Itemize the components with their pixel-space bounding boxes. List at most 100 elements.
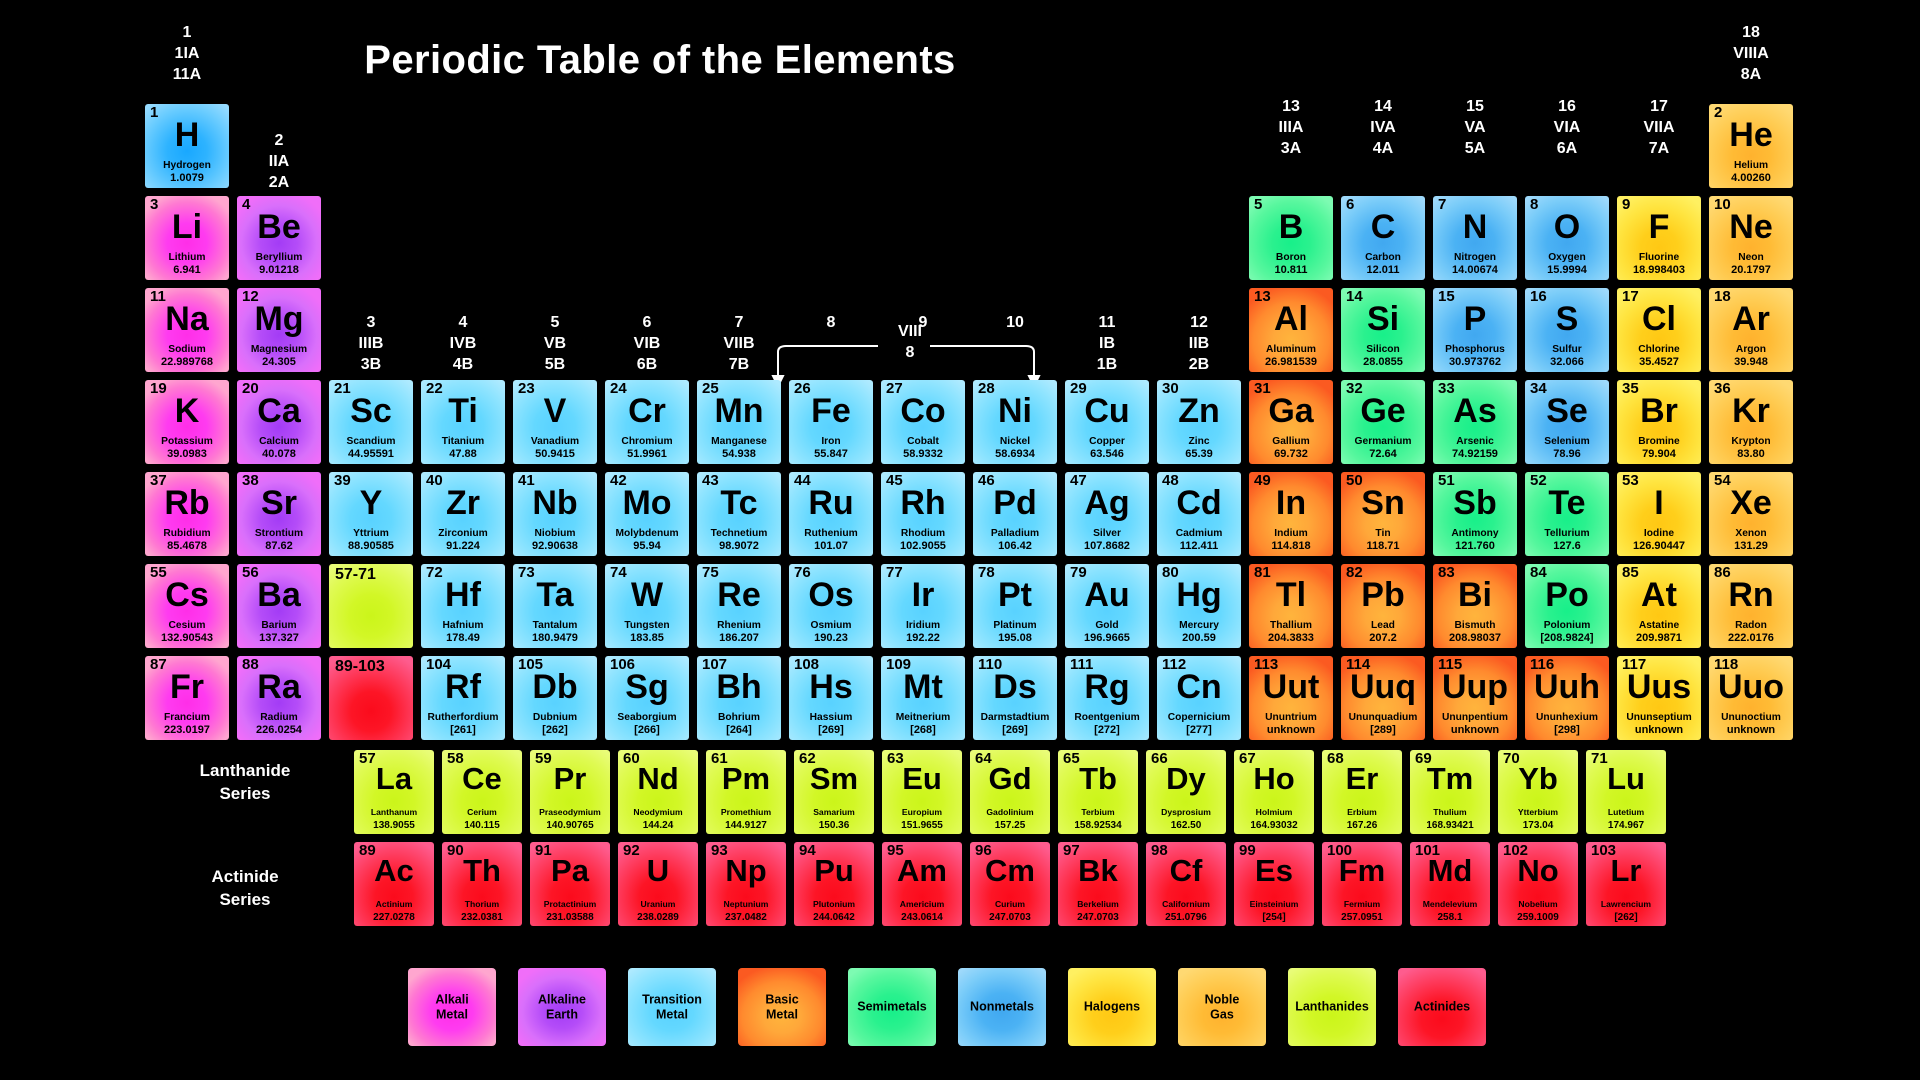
element-cell-cs[interactable]: 55 Cs Cesium 132.90543	[145, 564, 229, 648]
element-cell-os[interactable]: 76 Os Osmium 190.23	[789, 564, 873, 648]
element-cell-pt[interactable]: 78 Pt Platinum 195.08	[973, 564, 1057, 648]
actinide-cell-no[interactable]: 102 No Nobelium 259.1009	[1498, 842, 1578, 926]
element-cell-c[interactable]: 6 C Carbon 12.011	[1341, 196, 1425, 280]
lanthanide-cell-la[interactable]: 57 La Lanthanum 138.9055	[354, 750, 434, 834]
element-cell-bh[interactable]: 107 Bh Bohrium [264]	[697, 656, 781, 740]
legend-item-nonmetal[interactable]: Nonmetals	[958, 968, 1046, 1046]
element-cell-mn[interactable]: 25 Mn Manganese 54.938	[697, 380, 781, 464]
lanthanide-cell-tb[interactable]: 65 Tb Terbium 158.92534	[1058, 750, 1138, 834]
lanthanide-cell-er[interactable]: 68 Er Erbium 167.26	[1322, 750, 1402, 834]
lanthanide-cell-nd[interactable]: 60 Nd Neodymium 144.24	[618, 750, 698, 834]
actinide-cell-cf[interactable]: 98 Cf Californium 251.0796	[1146, 842, 1226, 926]
lanthanide-cell-lu[interactable]: 71 Lu Lutetium 174.967	[1586, 750, 1666, 834]
legend-item-halogen[interactable]: Halogens	[1068, 968, 1156, 1046]
actinide-cell-np[interactable]: 93 Np Neptunium 237.0482	[706, 842, 786, 926]
element-cell-o[interactable]: 8 O Oxygen 15.9994	[1525, 196, 1609, 280]
legend-item-basic[interactable]: Basic Metal	[738, 968, 826, 1046]
actinide-cell-pu[interactable]: 94 Pu Plutonium 244.0642	[794, 842, 874, 926]
element-cell-w[interactable]: 74 W Tungsten 183.85	[605, 564, 689, 648]
element-cell-pb[interactable]: 82 Pb Lead 207.2	[1341, 564, 1425, 648]
element-cell-cl[interactable]: 17 Cl Chlorine 35.4527	[1617, 288, 1701, 372]
element-cell-rg[interactable]: 111 Rg Roentgenium [272]	[1065, 656, 1149, 740]
element-cell-uut[interactable]: 113 Uut Ununtrium unknown	[1249, 656, 1333, 740]
actinide-cell-pa[interactable]: 91 Pa Protactinium 231.03588	[530, 842, 610, 926]
element-cell-cr[interactable]: 24 Cr Chromium 51.9961	[605, 380, 689, 464]
element-cell-si[interactable]: 14 Si Silicon 28.0855	[1341, 288, 1425, 372]
actinide-cell-fm[interactable]: 100 Fm Fermium 257.0951	[1322, 842, 1402, 926]
element-cell-n[interactable]: 7 N Nitrogen 14.00674	[1433, 196, 1517, 280]
element-cell-sg[interactable]: 106 Sg Seaborgium [266]	[605, 656, 689, 740]
lanthanide-cell-pr[interactable]: 59 Pr Praseodymium 140.90765	[530, 750, 610, 834]
element-cell-au[interactable]: 79 Au Gold 196.9665	[1065, 564, 1149, 648]
element-cell-k[interactable]: 19 K Potassium 39.0983	[145, 380, 229, 464]
element-cell-db[interactable]: 105 Db Dubnium [262]	[513, 656, 597, 740]
element-cell-ne[interactable]: 10 Ne Neon 20.1797	[1709, 196, 1793, 280]
element-cell-te[interactable]: 52 Te Tellurium 127.6	[1525, 472, 1609, 556]
element-cell-ar[interactable]: 18 Ar Argon 39.948	[1709, 288, 1793, 372]
element-cell-mg[interactable]: 12 Mg Magnesium 24.305	[237, 288, 321, 372]
element-cell-se[interactable]: 34 Se Selenium 78.96	[1525, 380, 1609, 464]
element-cell-rn[interactable]: 86 Rn Radon 222.0176	[1709, 564, 1793, 648]
lanthanide-cell-ho[interactable]: 67 Ho Holmium 164.93032	[1234, 750, 1314, 834]
element-cell-uuq[interactable]: 114 Uuq Ununquadium [289]	[1341, 656, 1425, 740]
element-cell-tc[interactable]: 43 Tc Technetium 98.9072	[697, 472, 781, 556]
actinide-cell-am[interactable]: 95 Am Americium 243.0614	[882, 842, 962, 926]
element-cell-re[interactable]: 75 Re Rhenium 186.207	[697, 564, 781, 648]
element-cell-zr[interactable]: 40 Zr Zirconium 91.224	[421, 472, 505, 556]
element-cell-rf[interactable]: 104 Rf Rutherfordium [261]	[421, 656, 505, 740]
actinide-cell-cm[interactable]: 96 Cm Curium 247.0703	[970, 842, 1050, 926]
element-cell-nb[interactable]: 41 Nb Niobium 92.90638	[513, 472, 597, 556]
element-cell-in[interactable]: 49 In Indium 114.818	[1249, 472, 1333, 556]
element-cell-cn[interactable]: 112 Cn Copernicium [277]	[1157, 656, 1241, 740]
lanthanide-cell-dy[interactable]: 66 Dy Dysprosium 162.50	[1146, 750, 1226, 834]
element-cell-ra[interactable]: 88 Ra Radium 226.0254	[237, 656, 321, 740]
element-cell-p[interactable]: 15 P Phosphorus 30.973762	[1433, 288, 1517, 372]
element-cell-mt[interactable]: 109 Mt Meitnerium [268]	[881, 656, 965, 740]
legend-item-transition[interactable]: Transition Metal	[628, 968, 716, 1046]
element-cell-ga[interactable]: 31 Ga Gallium 69.732	[1249, 380, 1333, 464]
element-cell-hs[interactable]: 108 Hs Hassium [269]	[789, 656, 873, 740]
series-placeholder-lanthanide[interactable]: 57-71	[329, 564, 413, 648]
element-cell-cu[interactable]: 29 Cu Copper 63.546	[1065, 380, 1149, 464]
series-placeholder-actinide[interactable]: 89-103	[329, 656, 413, 740]
legend-item-lanthanide[interactable]: Lanthanides	[1288, 968, 1376, 1046]
legend-item-noble[interactable]: Noble Gas	[1178, 968, 1266, 1046]
legend-item-actinide[interactable]: Actinides	[1398, 968, 1486, 1046]
element-cell-v[interactable]: 23 V Vanadium 50.9415	[513, 380, 597, 464]
element-cell-ca[interactable]: 20 Ca Calcium 40.078	[237, 380, 321, 464]
legend-item-alkali[interactable]: Alkali Metal	[408, 968, 496, 1046]
element-cell-ag[interactable]: 47 Ag Silver 107.8682	[1065, 472, 1149, 556]
element-cell-zn[interactable]: 30 Zn Zinc 65.39	[1157, 380, 1241, 464]
element-cell-sn[interactable]: 50 Sn Tin 118.71	[1341, 472, 1425, 556]
element-cell-ir[interactable]: 77 Ir Iridium 192.22	[881, 564, 965, 648]
element-cell-be[interactable]: 4 Be Beryllium 9.01218	[237, 196, 321, 280]
element-cell-pd[interactable]: 46 Pd Palladium 106.42	[973, 472, 1057, 556]
element-cell-tl[interactable]: 81 Tl Thallium 204.3833	[1249, 564, 1333, 648]
element-cell-fe[interactable]: 26 Fe Iron 55.847	[789, 380, 873, 464]
element-cell-bi[interactable]: 83 Bi Bismuth 208.98037	[1433, 564, 1517, 648]
element-cell-s[interactable]: 16 S Sulfur 32.066	[1525, 288, 1609, 372]
actinide-cell-ac[interactable]: 89 Ac Actinium 227.0278	[354, 842, 434, 926]
actinide-cell-bk[interactable]: 97 Bk Berkelium 247.0703	[1058, 842, 1138, 926]
lanthanide-cell-sm[interactable]: 62 Sm Samarium 150.36	[794, 750, 874, 834]
element-cell-ds[interactable]: 110 Ds Darmstadtium [269]	[973, 656, 1057, 740]
lanthanide-cell-tm[interactable]: 69 Tm Thulium 168.93421	[1410, 750, 1490, 834]
element-cell-ru[interactable]: 44 Ru Ruthenium 101.07	[789, 472, 873, 556]
element-cell-na[interactable]: 11 Na Sodium 22.989768	[145, 288, 229, 372]
element-cell-li[interactable]: 3 Li Lithium 6.941	[145, 196, 229, 280]
element-cell-kr[interactable]: 36 Kr Krypton 83.80	[1709, 380, 1793, 464]
element-cell-he[interactable]: 2 He Helium 4.00260	[1709, 104, 1793, 188]
legend-item-alkaline[interactable]: Alkaline Earth	[518, 968, 606, 1046]
element-cell-sc[interactable]: 21 Sc Scandium 44.95591	[329, 380, 413, 464]
element-cell-cd[interactable]: 48 Cd Cadmium 112.411	[1157, 472, 1241, 556]
element-cell-ti[interactable]: 22 Ti Titanium 47.88	[421, 380, 505, 464]
element-cell-al[interactable]: 13 Al Aluminum 26.981539	[1249, 288, 1333, 372]
lanthanide-cell-gd[interactable]: 64 Gd Gadolinium 157.25	[970, 750, 1050, 834]
element-cell-f[interactable]: 9 F Fluorine 18.998403	[1617, 196, 1701, 280]
element-cell-mo[interactable]: 42 Mo Molybdenum 95.94	[605, 472, 689, 556]
legend-item-semimetal[interactable]: Semimetals	[848, 968, 936, 1046]
element-cell-i[interactable]: 53 I Iodine 126.90447	[1617, 472, 1701, 556]
element-cell-ge[interactable]: 32 Ge Germanium 72.64	[1341, 380, 1425, 464]
element-cell-b[interactable]: 5 B Boron 10.811	[1249, 196, 1333, 280]
element-cell-uuo[interactable]: 118 Uuo Ununoctium unknown	[1709, 656, 1793, 740]
